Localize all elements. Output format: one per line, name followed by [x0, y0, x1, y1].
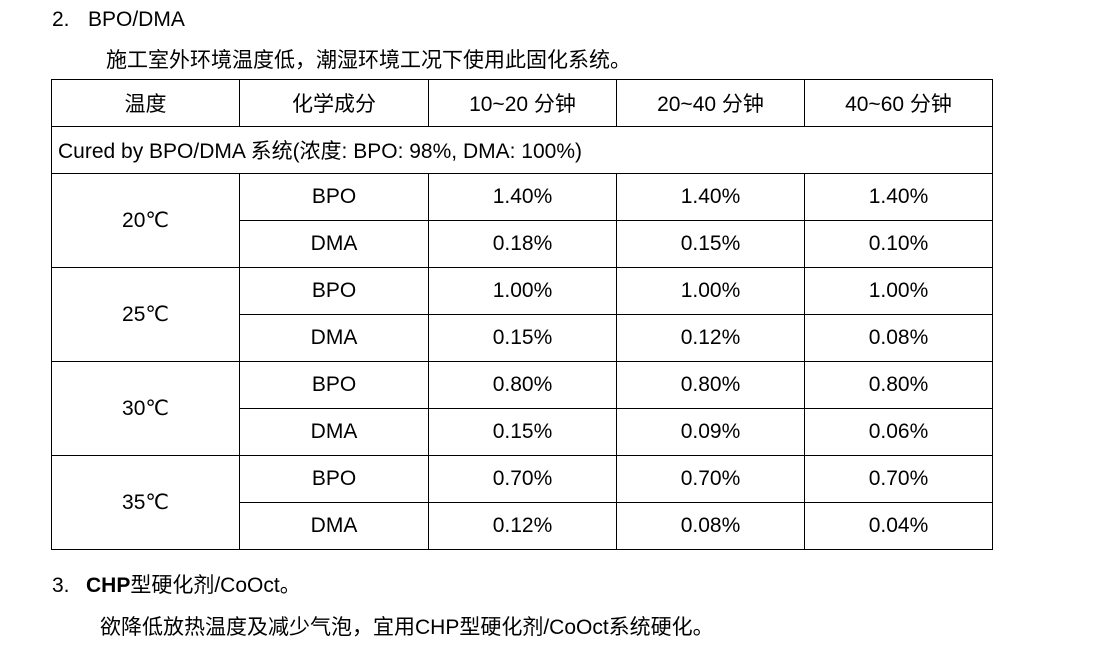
table-row: 25℃ BPO 1.00% 1.00% 1.00%	[51, 267, 993, 362]
temperature-cell: 30℃	[51, 361, 240, 456]
value-cell: 1.00%	[804, 267, 993, 315]
table-row: 35℃ BPO 0.70% 0.70% 0.70%	[51, 455, 993, 550]
component-cell: BPO	[239, 455, 429, 503]
value-cell: 0.15%	[428, 314, 617, 362]
section-2-title: BPO/DMA	[88, 8, 185, 31]
value-cell: 0.70%	[428, 455, 617, 503]
value-cell: 0.10%	[804, 220, 993, 268]
value-cell: 0.12%	[616, 314, 805, 362]
value-cell: 0.70%	[804, 455, 993, 503]
section-3-title-bold: CHP	[86, 574, 131, 597]
component-cell: BPO	[239, 173, 429, 221]
section-2-number: 2.	[52, 8, 70, 31]
header-cell: 化学成分	[239, 79, 429, 127]
value-cell: 0.04%	[804, 502, 993, 550]
temperature-cell: 25℃	[51, 267, 240, 362]
header-cell: 20~40 分钟	[616, 79, 805, 127]
temperature-cell: 20℃	[51, 173, 240, 268]
value-cell: 1.40%	[616, 173, 805, 221]
section-3-description: 欲降低放热温度及减少气泡，宜用CHP型硬化剂/CoOct系统硬化。	[100, 616, 714, 639]
header-cell: 温度	[51, 79, 240, 127]
section-3-number: 3.	[52, 574, 70, 597]
value-cell: 0.15%	[428, 408, 617, 456]
value-cell: 0.80%	[616, 361, 805, 409]
component-cell: DMA	[239, 408, 429, 456]
table-row: 20℃ BPO 1.40% 1.40% 1.40%	[51, 173, 993, 268]
header-cell: 10~20 分钟	[428, 79, 617, 127]
table-header-row: 温度 化学成分 10~20 分钟 20~40 分钟 40~60 分钟	[51, 79, 993, 127]
value-cell: 0.09%	[616, 408, 805, 456]
table-row: 30℃ BPO 0.80% 0.80% 0.80%	[51, 361, 993, 456]
value-cell: 1.00%	[428, 267, 617, 315]
value-cell: 0.80%	[428, 361, 617, 409]
component-cell: DMA	[239, 220, 429, 268]
temperature-cell: 35℃	[51, 455, 240, 550]
section-2-description: 施工室外环境温度低，潮湿环境工况下使用此固化系统。	[106, 49, 631, 72]
component-cell: BPO	[239, 361, 429, 409]
component-cell: DMA	[239, 314, 429, 362]
value-cell: 1.00%	[616, 267, 805, 315]
table-note: Cured by BPO/DMA 系统(浓度: BPO: 98%, DMA: 1…	[51, 126, 993, 174]
table-note-row: Cured by BPO/DMA 系统(浓度: BPO: 98%, DMA: 1…	[51, 126, 993, 174]
value-cell: 0.18%	[428, 220, 617, 268]
header-cell: 40~60 分钟	[804, 79, 993, 127]
table-row: DMA 0.18% 0.15% 0.10%	[52, 220, 993, 268]
value-cell: 1.40%	[804, 173, 993, 221]
section-3-heading: 3. CHP型硬化剂/CoOct。	[52, 572, 301, 600]
value-cell: 1.40%	[428, 173, 617, 221]
value-cell: 0.12%	[428, 502, 617, 550]
component-cell: BPO	[239, 267, 429, 315]
table-row: DMA 0.12% 0.08% 0.04%	[52, 502, 993, 550]
section-2-heading: 2. BPO/DMA	[52, 6, 185, 34]
table-row: DMA 0.15% 0.12% 0.08%	[52, 314, 993, 362]
cure-ratio-table: 温度 化学成分 10~20 分钟 20~40 分钟 40~60 分钟 Cured…	[51, 79, 993, 550]
component-cell: DMA	[239, 502, 429, 550]
section-3-title-rest: 型硬化剂/CoOct。	[130, 574, 301, 597]
value-cell: 0.08%	[804, 314, 993, 362]
table-row: DMA 0.15% 0.09% 0.06%	[52, 408, 993, 456]
value-cell: 0.15%	[616, 220, 805, 268]
value-cell: 0.70%	[616, 455, 805, 503]
value-cell: 0.08%	[616, 502, 805, 550]
value-cell: 0.06%	[804, 408, 993, 456]
value-cell: 0.80%	[804, 361, 993, 409]
